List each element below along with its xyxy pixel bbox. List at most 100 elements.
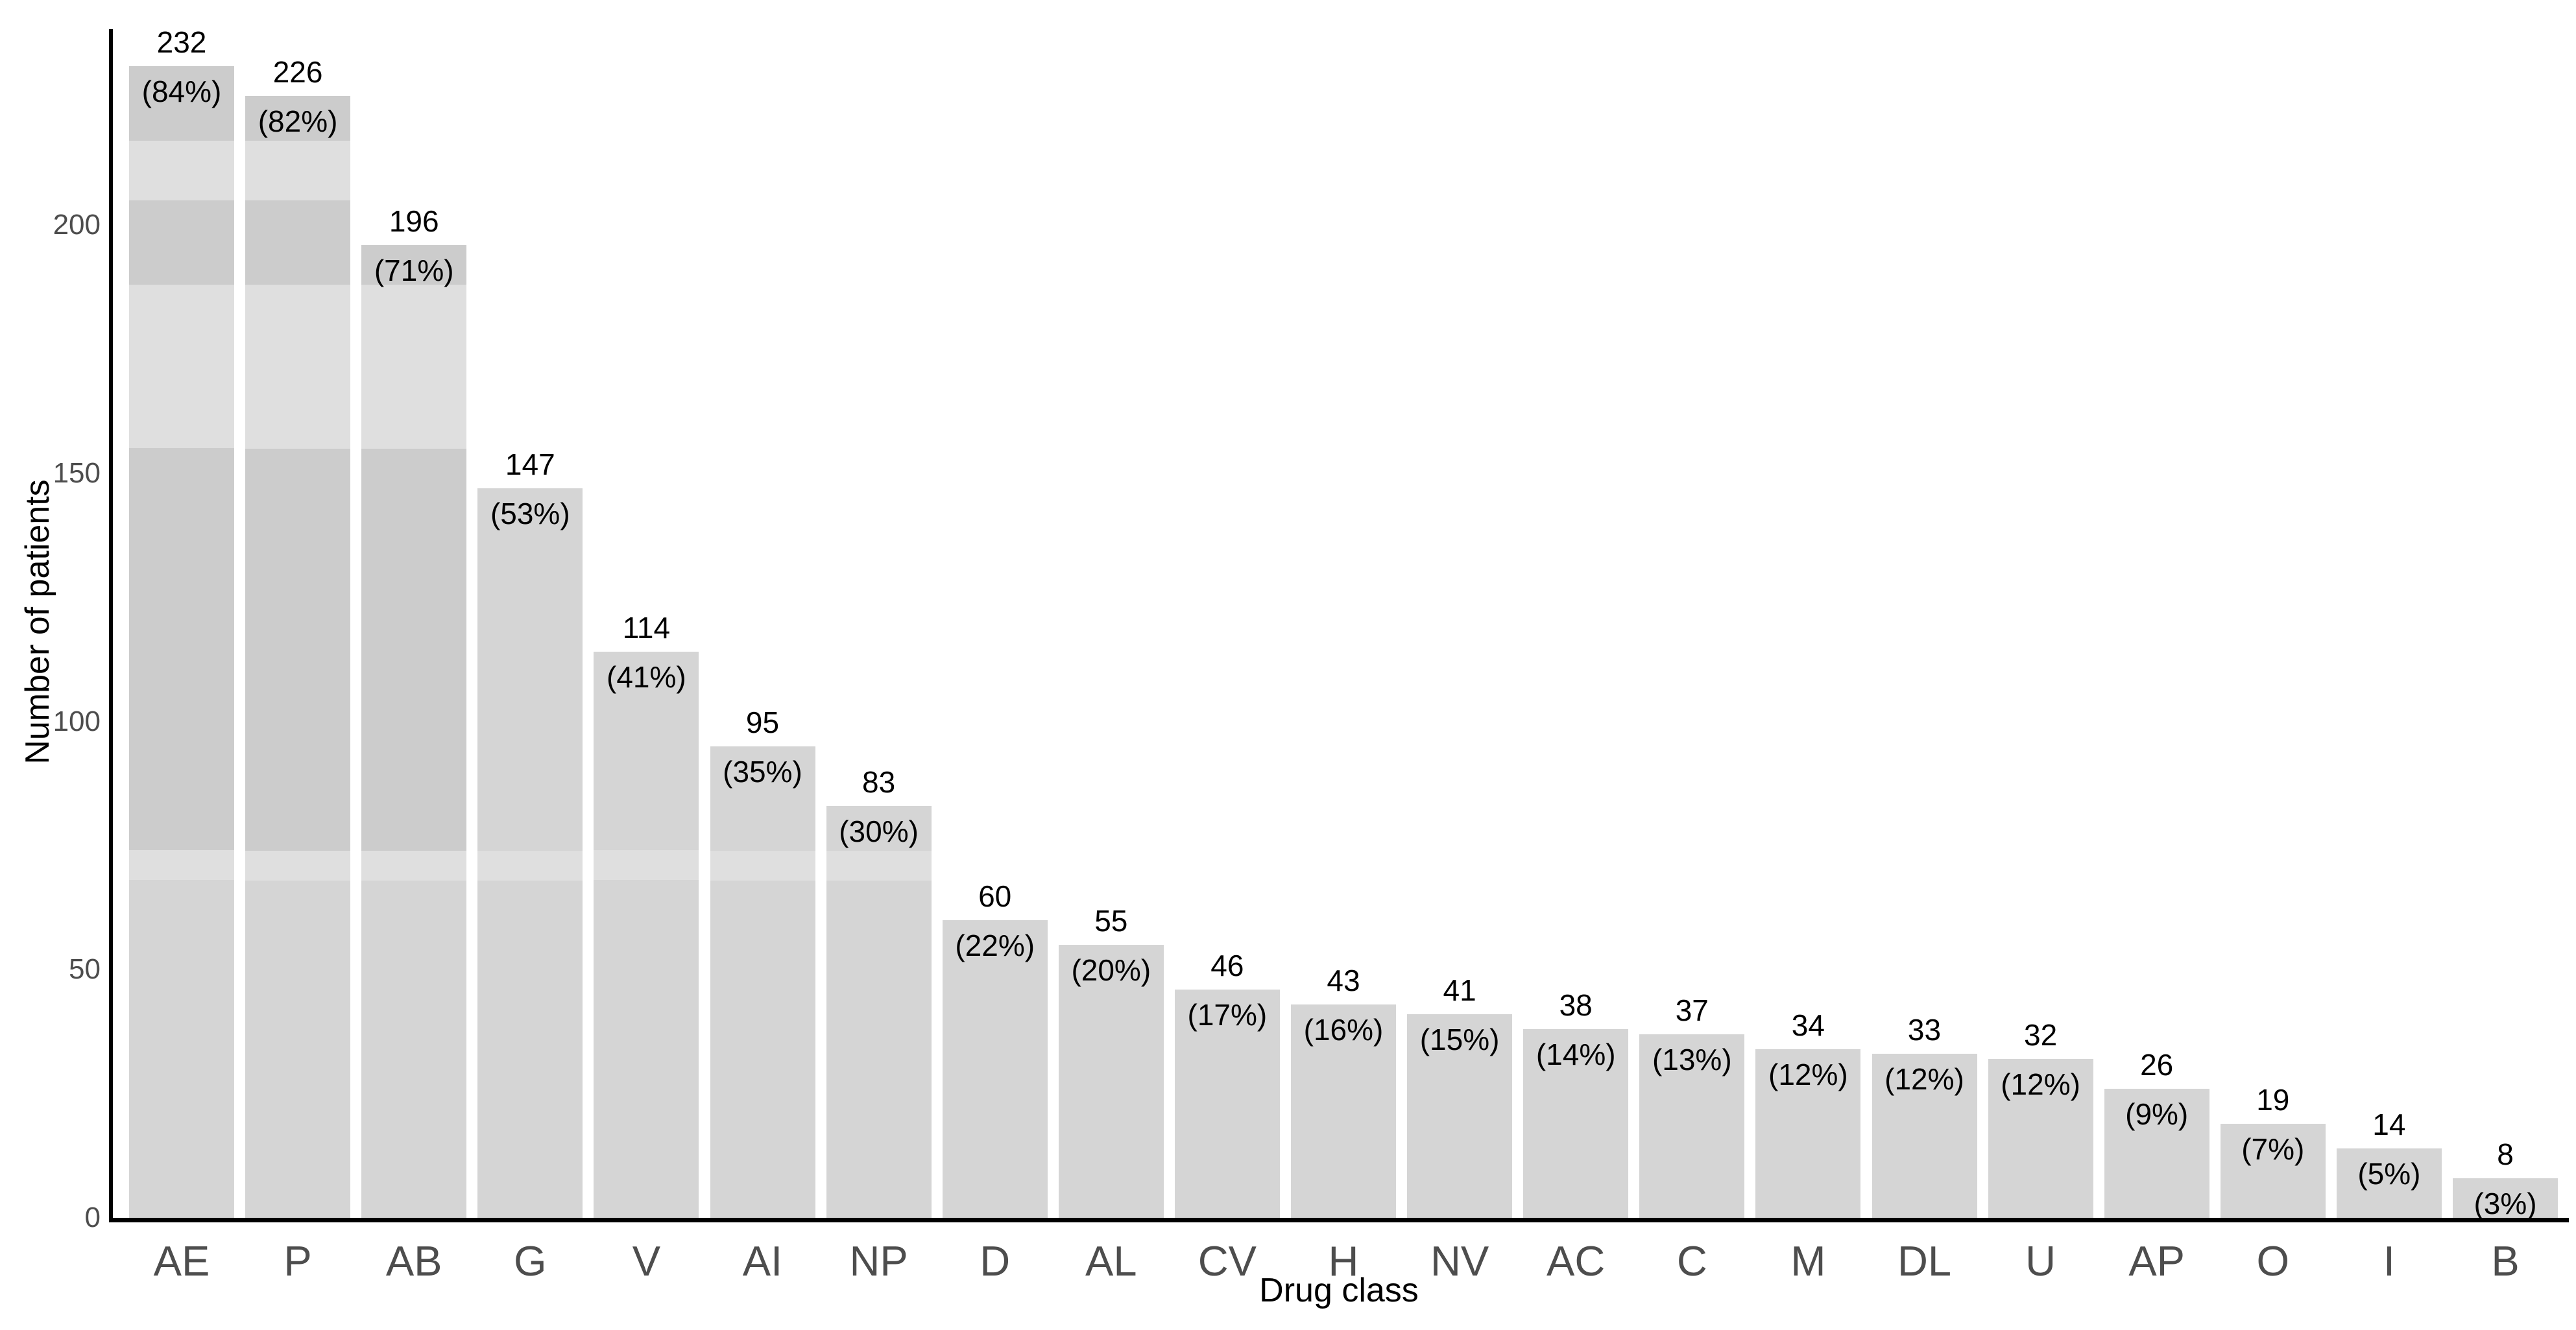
bar-AL [1059, 945, 1164, 1218]
bar-percent-label: (5%) [2357, 1157, 2421, 1191]
bar-value-label: 46 [1210, 949, 1244, 982]
bar-percent-label: (16%) [1303, 1013, 1384, 1047]
bar-percent-label: (12%) [1768, 1058, 1848, 1091]
bar-percent-label: (7%) [2241, 1132, 2305, 1166]
y-tick-label: 100 [53, 705, 101, 737]
bar-value-label: 19 [2256, 1083, 2290, 1117]
bar-value-label: 226 [272, 55, 323, 89]
bar-DL [1872, 1054, 1977, 1218]
bar-value-label: 147 [505, 447, 555, 481]
x-category-label-I: I [2383, 1237, 2395, 1285]
y-tick-label: 150 [53, 457, 101, 489]
shade-band-dark [129, 200, 234, 285]
bar-percent-label: (17%) [1187, 998, 1268, 1032]
x-category-label-P: P [283, 1237, 312, 1285]
shade-band-light [594, 850, 699, 880]
y-axis-line [109, 29, 113, 1222]
bar-NV [1407, 1014, 1512, 1218]
bar-value-label: 55 [1094, 904, 1128, 938]
bar-value-label: 32 [2024, 1018, 2058, 1052]
bar-AP [2104, 1089, 2209, 1218]
shade-band-dark [245, 449, 350, 851]
shade-band-light [129, 285, 234, 449]
x-category-label-AL: AL [1085, 1237, 1137, 1285]
x-category-label-DL: DL [1897, 1237, 1952, 1285]
bar-value-label: 41 [1443, 973, 1476, 1007]
bar-AI [710, 746, 815, 1218]
bar-value-label: 43 [1327, 964, 1360, 997]
bar-value-label: 26 [2140, 1048, 2174, 1082]
bar-value-label: 37 [1675, 993, 1709, 1027]
bar-value-label: 34 [1791, 1008, 1825, 1042]
bar-H [1291, 1004, 1396, 1218]
bar-AB [361, 245, 466, 1218]
bar-M [1755, 1049, 1860, 1218]
x-category-label-B: B [2491, 1237, 2520, 1285]
x-category-label-D: D [980, 1237, 1011, 1285]
bar-percent-label: (53%) [490, 497, 570, 530]
shade-band-light [361, 851, 466, 881]
bar-percent-label: (84%) [141, 75, 222, 108]
bar-G [477, 488, 583, 1218]
y-tick-label: 0 [84, 1202, 101, 1233]
bar-percent-label: (12%) [1884, 1062, 1964, 1096]
bar-P [245, 96, 350, 1218]
bar-value-label: 38 [1559, 988, 1593, 1022]
x-category-label-AI: AI [742, 1237, 783, 1285]
bar-I [2337, 1148, 2442, 1218]
x-category-label-CV: CV [1198, 1237, 1257, 1285]
bar-percent-label: (35%) [723, 755, 802, 789]
bar-percent-label: (15%) [1419, 1023, 1500, 1056]
bar-value-label: 8 [2497, 1137, 2514, 1171]
bar-percent-label: (41%) [607, 660, 686, 694]
bar-value-label: 83 [862, 765, 896, 799]
x-category-label-G: G [514, 1237, 547, 1285]
shade-band-light [477, 851, 583, 881]
bar-percent-label: (3%) [2474, 1187, 2537, 1220]
shade-band-dark [361, 245, 466, 285]
bar-percent-label: (12%) [2001, 1067, 2080, 1101]
shade-band-light [245, 141, 350, 200]
bar-percent-label: (71%) [374, 254, 454, 287]
bar-value-label: 232 [156, 25, 207, 59]
bar-CV [1175, 990, 1280, 1218]
x-category-label-H: H [1328, 1237, 1359, 1285]
x-category-label-M: M [1790, 1237, 1826, 1285]
x-category-label-NP: NP [849, 1237, 908, 1285]
x-category-label-O: O [2256, 1237, 2290, 1285]
bar-value-label: 60 [978, 879, 1012, 913]
y-tick-label: 200 [53, 209, 101, 241]
bar-percent-label: (22%) [955, 929, 1035, 962]
bar-percent-label: (13%) [1652, 1043, 1732, 1076]
x-category-label-V: V [632, 1237, 661, 1285]
shade-band-dark [129, 66, 234, 141]
bar-C [1639, 1034, 1744, 1218]
bar-percent-label: (14%) [1535, 1038, 1616, 1071]
bar-B [2453, 1178, 2558, 1218]
bar-D [943, 920, 1048, 1218]
x-category-label-AB: AB [385, 1237, 442, 1285]
bar-value-label: 95 [745, 706, 780, 739]
shade-band-dark [245, 200, 350, 285]
shade-band-dark [361, 449, 466, 851]
bar-percent-label: (30%) [839, 814, 919, 848]
bar-AC [1523, 1029, 1628, 1218]
shade-band-light [826, 851, 932, 881]
x-category-label-NV: NV [1430, 1237, 1489, 1285]
x-category-label-AE: AE [153, 1237, 210, 1285]
y-axis-title: Number of patients [19, 479, 56, 765]
bar-percent-label: (20%) [1071, 953, 1151, 987]
x-axis-line [109, 1218, 2569, 1222]
x-axis-title: Drug class [1259, 1272, 1419, 1309]
shade-band-light [710, 851, 815, 881]
shade-band-light [129, 850, 234, 880]
shade-band-dark [245, 96, 350, 141]
shade-band-light [129, 141, 234, 200]
bar-O [2221, 1124, 2326, 1218]
shade-band-dark [129, 448, 234, 850]
bar-value-label: 33 [1907, 1013, 1942, 1047]
bar-NP [826, 806, 932, 1218]
shade-band-light [361, 285, 466, 449]
bar-percent-label: (9%) [2125, 1097, 2189, 1131]
x-category-label-AP: AP [2128, 1237, 2185, 1285]
